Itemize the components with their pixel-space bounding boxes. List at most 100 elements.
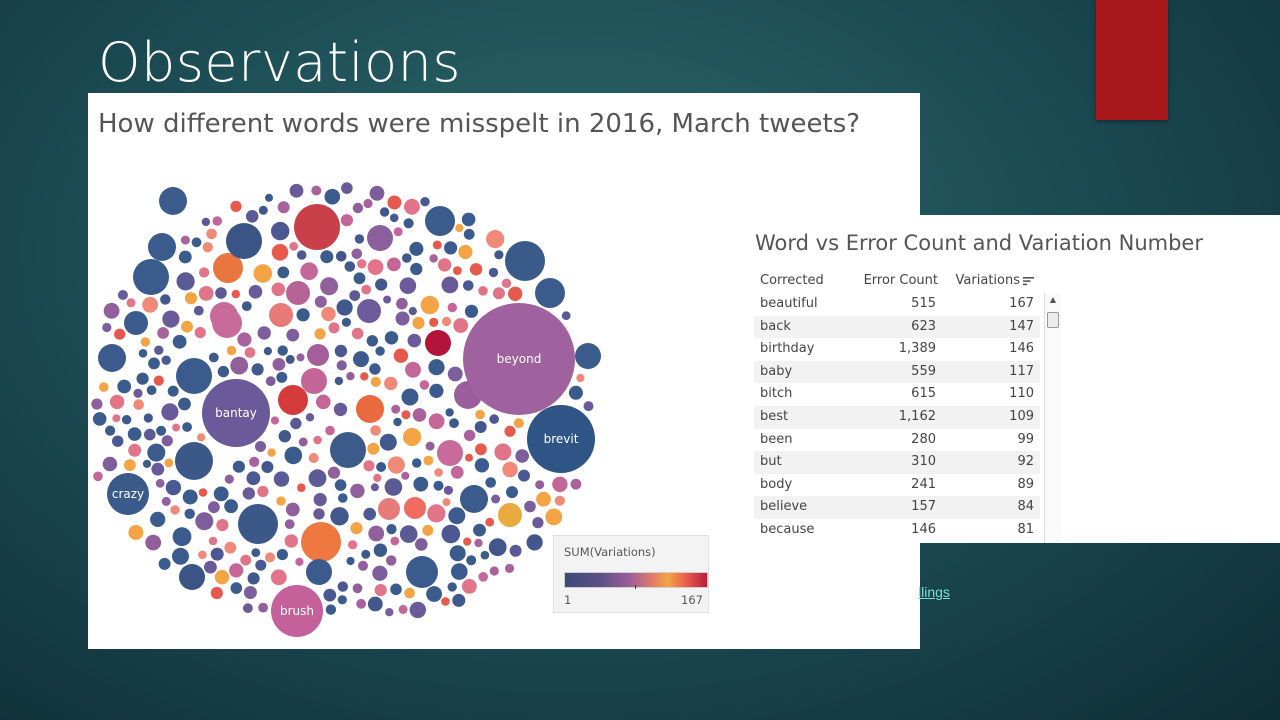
bubble[interactable] [202,242,213,253]
bubble[interactable] [210,302,238,330]
table-row[interactable]: but 310 92 [754,451,1040,474]
bubble[interactable] [535,480,545,490]
bubble[interactable] [489,414,500,424]
bubble[interactable] [390,536,400,546]
bubble[interactable] [246,471,261,486]
bubble[interactable] [117,290,128,300]
bubble[interactable] [257,326,271,340]
bubble[interactable] [351,248,363,260]
bubble[interactable] [128,443,142,457]
bubble[interactable] [161,355,171,365]
bubble[interactable] [335,251,347,262]
bubble[interactable] [370,425,381,436]
bubble[interactable] [410,262,423,276]
bubble[interactable] [370,376,381,387]
table-scrollbar[interactable]: ▲ [1044,293,1061,543]
bubble-labeled[interactable] [463,303,575,415]
table-row[interactable]: been 280 99 [754,429,1040,452]
bubble[interactable] [358,560,368,571]
bubble[interactable] [442,498,451,507]
bubble[interactable] [384,478,403,496]
bubble[interactable] [474,458,490,473]
bubble[interactable] [387,456,405,474]
bubble[interactable] [297,483,306,493]
bubble[interactable] [176,358,212,394]
bubble[interactable] [182,489,198,505]
bubble[interactable] [351,327,364,340]
bubble[interactable] [443,485,453,495]
bubble[interactable] [401,410,411,420]
table-row[interactable]: bitch 615 110 [754,383,1040,406]
bubble[interactable] [193,305,204,316]
bubble[interactable] [99,382,109,392]
bubble[interactable] [161,403,179,421]
bubble[interactable] [269,303,293,327]
bubble[interactable] [379,433,397,451]
bubble[interactable] [133,399,144,410]
bubble[interactable] [300,262,318,280]
bubble[interactable] [307,344,329,366]
bubble[interactable] [164,458,174,468]
bubble[interactable] [409,241,424,256]
bubble[interactable] [423,455,434,466]
bubble[interactable] [265,376,276,387]
bubble[interactable] [420,197,430,207]
bubble[interactable] [321,306,336,322]
bubble[interactable] [502,461,518,478]
bubble[interactable] [498,503,522,527]
bubble[interactable] [450,465,464,479]
bubble[interactable] [536,491,551,507]
bubble[interactable] [425,330,451,356]
bubble[interactable] [464,304,479,318]
bubble-labeled[interactable] [527,405,595,473]
bubble[interactable] [396,297,408,310]
bubble[interactable] [344,261,356,272]
bubble[interactable] [314,328,326,340]
bubble[interactable] [301,368,327,394]
scroll-up-arrow-icon[interactable]: ▲ [1049,295,1057,304]
bubble[interactable] [114,328,126,340]
bubble[interactable] [506,486,518,499]
bubble[interactable] [191,237,202,248]
bubble[interactable] [320,277,339,296]
bubble[interactable] [337,581,348,592]
bubble[interactable] [229,563,244,578]
bubble-labeled[interactable] [271,585,323,637]
bubble[interactable] [441,276,459,294]
bubble[interactable] [198,286,214,301]
bubble[interactable] [576,373,585,383]
bubble[interactable] [247,572,260,585]
bubble[interactable] [216,519,229,532]
bubble[interactable] [475,409,485,420]
bubble[interactable] [399,277,417,294]
bubble[interactable] [142,459,152,468]
table-row[interactable]: body 241 89 [754,474,1040,497]
bubble[interactable] [475,443,487,456]
bubble[interactable] [341,317,351,327]
bubble[interactable] [156,425,167,436]
bubble[interactable] [334,376,344,386]
bubble[interactable] [157,327,169,339]
bubble[interactable] [112,414,121,423]
bubble[interactable] [121,415,132,425]
bubble[interactable] [412,458,422,468]
bubble[interactable] [437,440,463,466]
bubble[interactable] [148,233,176,261]
bubble[interactable] [224,541,237,554]
bubble[interactable] [242,487,255,500]
bubble[interactable] [518,469,530,482]
bubble[interactable] [142,296,158,313]
bubble[interactable] [405,361,421,378]
scroll-thumb[interactable] [1047,312,1059,328]
bubble[interactable] [172,547,189,565]
bubble[interactable] [230,356,249,375]
bubble[interactable] [474,538,483,548]
bubble[interactable] [159,187,187,215]
bubble[interactable] [213,486,229,502]
bubble[interactable] [306,559,332,585]
bubble[interactable] [263,347,272,356]
bubble[interactable] [230,200,242,212]
bubble[interactable] [452,593,466,607]
bubble[interactable] [241,301,252,311]
bubble[interactable] [277,266,290,279]
